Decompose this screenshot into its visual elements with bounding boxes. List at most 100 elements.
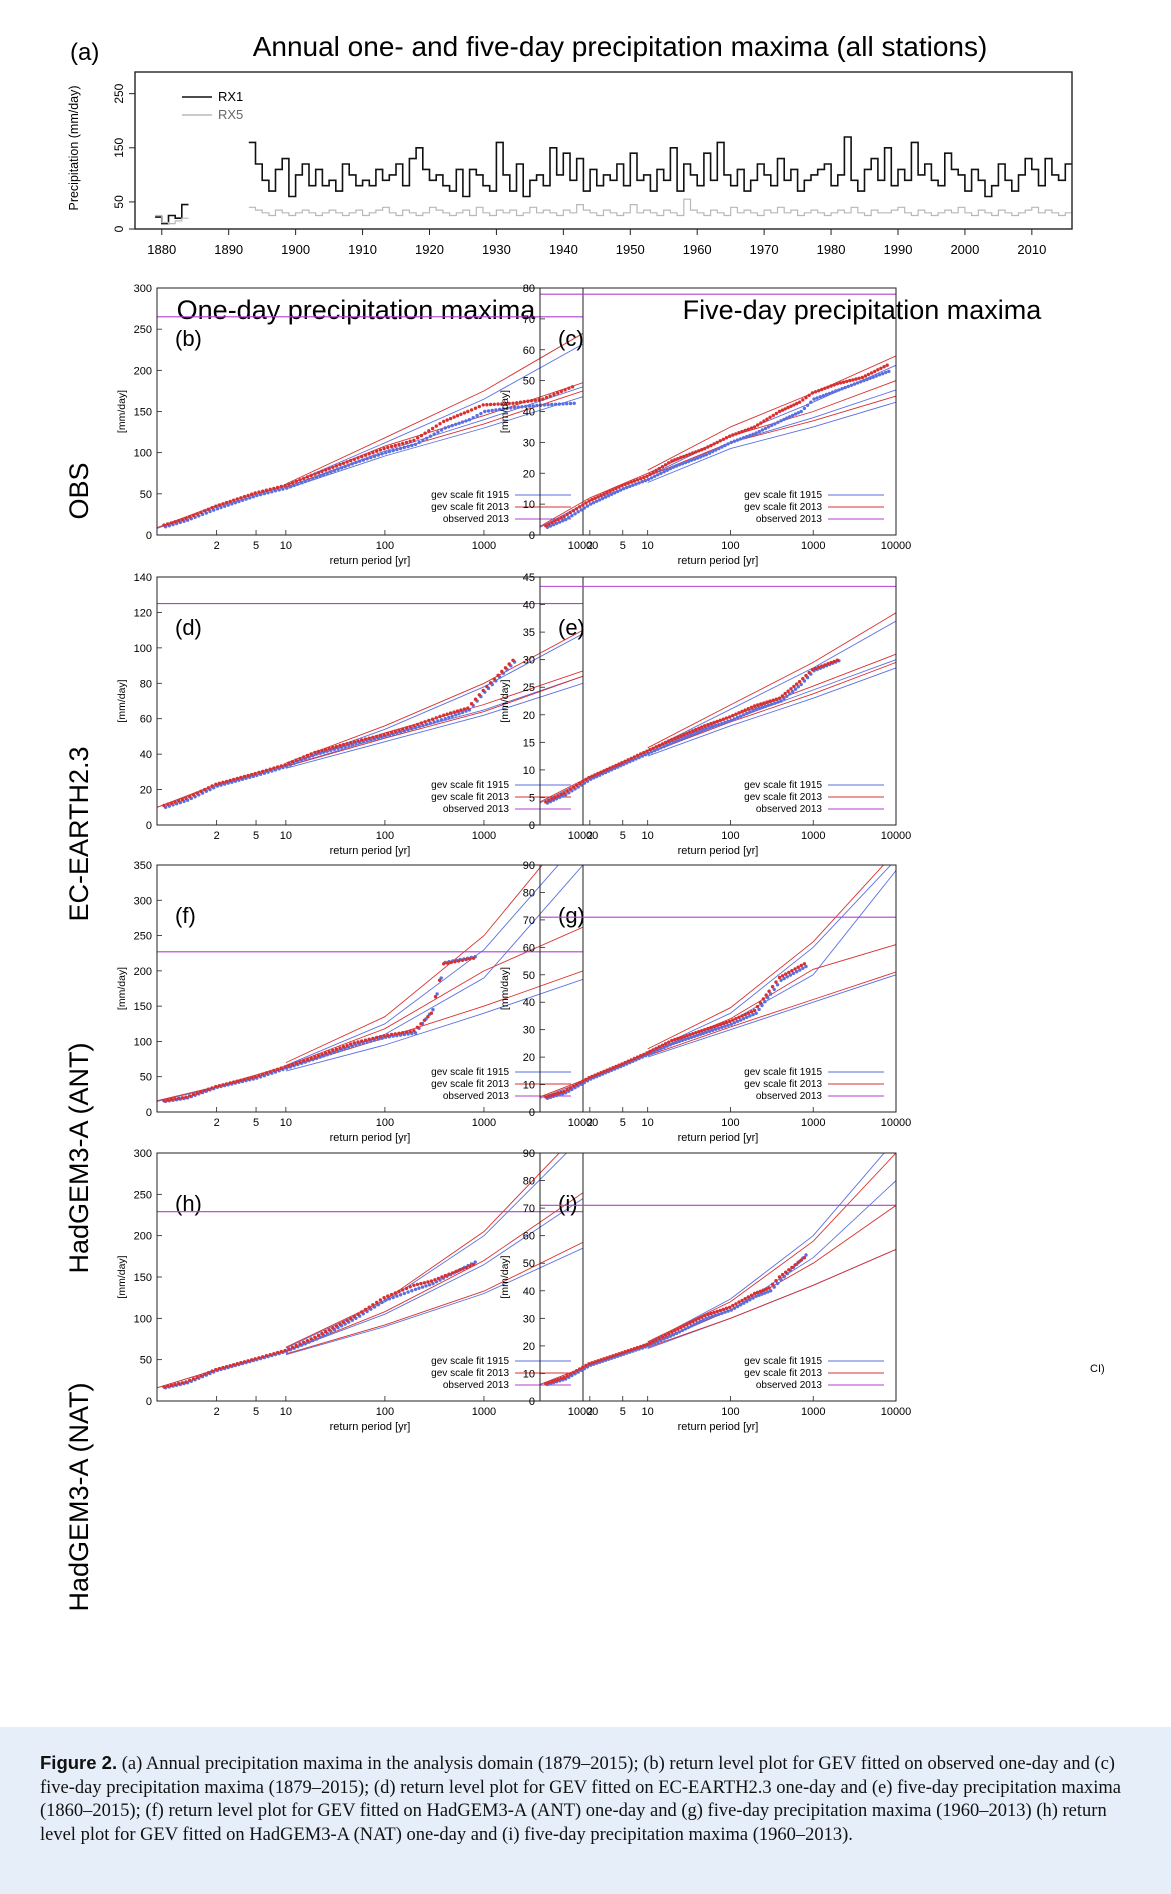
point-1915	[467, 418, 472, 422]
point-2013	[642, 750, 646, 755]
point-1915	[698, 455, 703, 459]
fit-upper-bound-2013	[285, 332, 583, 485]
y-tick-label: 80	[523, 887, 535, 899]
point-1915	[674, 1331, 679, 1336]
point-2013	[279, 764, 283, 768]
point-2013	[823, 386, 827, 390]
point-2013	[235, 776, 239, 781]
point-2013	[758, 1001, 763, 1005]
point-2013	[869, 371, 874, 375]
point-1915	[395, 447, 399, 452]
point-2013	[848, 378, 852, 383]
point-2013	[272, 1068, 276, 1073]
point-2013	[363, 1038, 368, 1042]
point-2013	[593, 773, 597, 777]
point-2013	[438, 714, 442, 719]
point-2013	[746, 707, 750, 711]
panel-frame	[539, 864, 897, 1113]
panel-label: (g)	[558, 903, 585, 928]
point-2013	[323, 1051, 328, 1055]
point-1915	[494, 408, 498, 412]
point-1915	[285, 486, 289, 490]
point-2013	[338, 743, 342, 748]
panel-g: 0 10 20 30 40 50 60 70 80 90 2 5 10 100 1000 10000 retur…	[499, 860, 911, 1144]
point-2013	[327, 1050, 331, 1054]
point-2013	[602, 769, 606, 773]
point-1915	[815, 396, 819, 400]
point-1915	[303, 479, 307, 484]
point-2013	[562, 1089, 566, 1094]
point-2013	[313, 1335, 317, 1340]
point-2013	[242, 1077, 247, 1082]
point-1915	[680, 736, 685, 741]
point-2013	[360, 1310, 364, 1314]
point-1915	[640, 480, 644, 484]
point-2013	[206, 786, 211, 790]
point-2013	[481, 403, 485, 407]
panel-a-xtick-label: 2010	[1017, 242, 1046, 257]
point-2013	[242, 1360, 247, 1364]
point-2013	[544, 800, 548, 804]
point-1915	[425, 436, 429, 440]
point-2013	[608, 1355, 612, 1359]
point-2013	[789, 404, 793, 408]
point-1915	[735, 715, 740, 720]
point-1915	[692, 1034, 697, 1039]
point-1915	[812, 397, 816, 401]
point-2013	[574, 507, 579, 511]
point-2013	[804, 395, 808, 400]
point-2013	[599, 770, 603, 774]
fit-upper-bound-2013	[647, 1153, 896, 1343]
point-2013	[562, 1375, 566, 1380]
point-1915	[550, 402, 554, 407]
point-2013	[217, 1084, 222, 1088]
point-2013	[676, 457, 680, 461]
point-1915	[723, 443, 727, 448]
point-1915	[520, 405, 524, 409]
point-2013	[378, 733, 383, 738]
point-1915	[790, 689, 795, 694]
point-1915	[428, 721, 433, 725]
point-2013	[620, 483, 624, 488]
point-1915	[490, 408, 494, 413]
point-1915	[707, 1315, 712, 1320]
point-2013	[331, 745, 335, 750]
point-1915	[588, 502, 593, 506]
point-2013	[264, 1071, 269, 1075]
point-2013	[173, 1097, 177, 1101]
point-2013	[559, 1376, 563, 1381]
point-2013	[584, 501, 588, 505]
point-2013	[191, 1377, 196, 1381]
panel-frame	[156, 287, 584, 536]
x-tick-label: 10000	[568, 1117, 599, 1129]
y-tick-label: 150	[134, 1001, 152, 1013]
x-tick-label: 100	[721, 1117, 739, 1129]
panel-a: (a) Annual one- and five-day precipitati…	[67, 31, 1073, 257]
legend-label: gev scale fit 2013	[744, 1079, 822, 1090]
point-2013	[290, 760, 295, 764]
point-1915	[751, 708, 755, 713]
point-2013	[709, 443, 713, 448]
point-1915	[831, 390, 835, 394]
point-1915	[732, 1306, 737, 1311]
point-1915	[671, 740, 676, 744]
point-2013	[221, 502, 225, 506]
point-2013	[635, 1055, 640, 1059]
point-2013	[787, 970, 791, 975]
fit-line-2013	[157, 1192, 583, 1389]
point-2013	[709, 1311, 713, 1316]
x-tick-label: 2	[214, 830, 220, 842]
point-2013	[309, 1056, 313, 1060]
point-2013	[352, 740, 356, 744]
point-2013	[316, 1333, 321, 1338]
point-2013	[694, 450, 698, 454]
legend-label: observed 2013	[443, 804, 510, 815]
point-2013	[397, 728, 401, 732]
point-2013	[639, 752, 643, 756]
point-2013	[632, 1056, 637, 1061]
panel-c-plot	[540, 293, 896, 529]
point-2013	[792, 684, 796, 689]
point-2013	[593, 1073, 597, 1077]
point-1915	[701, 728, 705, 732]
